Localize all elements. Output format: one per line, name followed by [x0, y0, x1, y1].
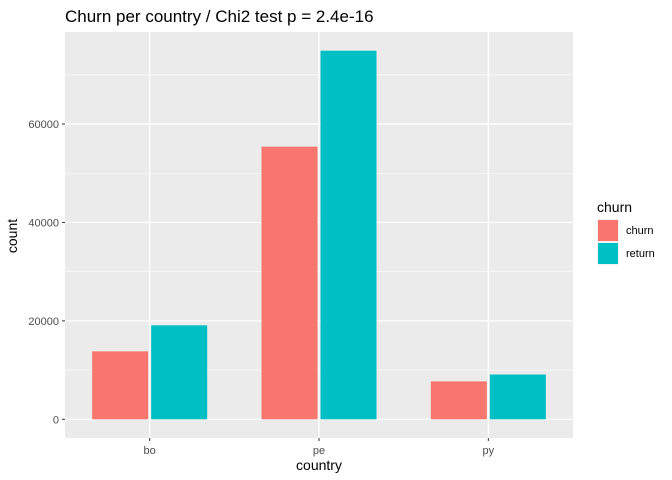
x-tick-label: bo — [144, 445, 156, 457]
legend-swatch-return — [598, 243, 618, 264]
y-tick-label: 0 — [53, 414, 59, 426]
x-axis: bo pe py — [144, 438, 495, 457]
y-axis-title: count — [4, 219, 20, 253]
bars — [92, 50, 546, 420]
bar-return-bo — [151, 325, 208, 420]
y-tick-label: 20000 — [28, 316, 59, 328]
bar-return-py — [489, 374, 546, 420]
y-axis: 0 20000 40000 60000 — [28, 119, 65, 426]
bar-return-pe — [320, 50, 377, 420]
y-tick-label: 40000 — [28, 217, 59, 229]
legend: churn churn return — [597, 199, 655, 265]
bar-churn-py — [430, 381, 487, 420]
chart-title: Churn per country / Chi2 test p = 2.4e-1… — [65, 7, 374, 26]
bar-churn-bo — [92, 351, 149, 420]
major-gridlines — [65, 32, 573, 438]
y-tick-label: 60000 — [28, 119, 59, 131]
x-tick-label: py — [483, 445, 495, 457]
legend-label-return: return — [626, 248, 655, 260]
x-axis-title: country — [296, 457, 342, 473]
legend-title: churn — [597, 199, 632, 215]
legend-swatch-churn — [598, 220, 618, 241]
bar-churn-pe — [261, 146, 318, 420]
legend-label-churn: churn — [626, 225, 654, 237]
x-tick-label: pe — [313, 445, 325, 457]
